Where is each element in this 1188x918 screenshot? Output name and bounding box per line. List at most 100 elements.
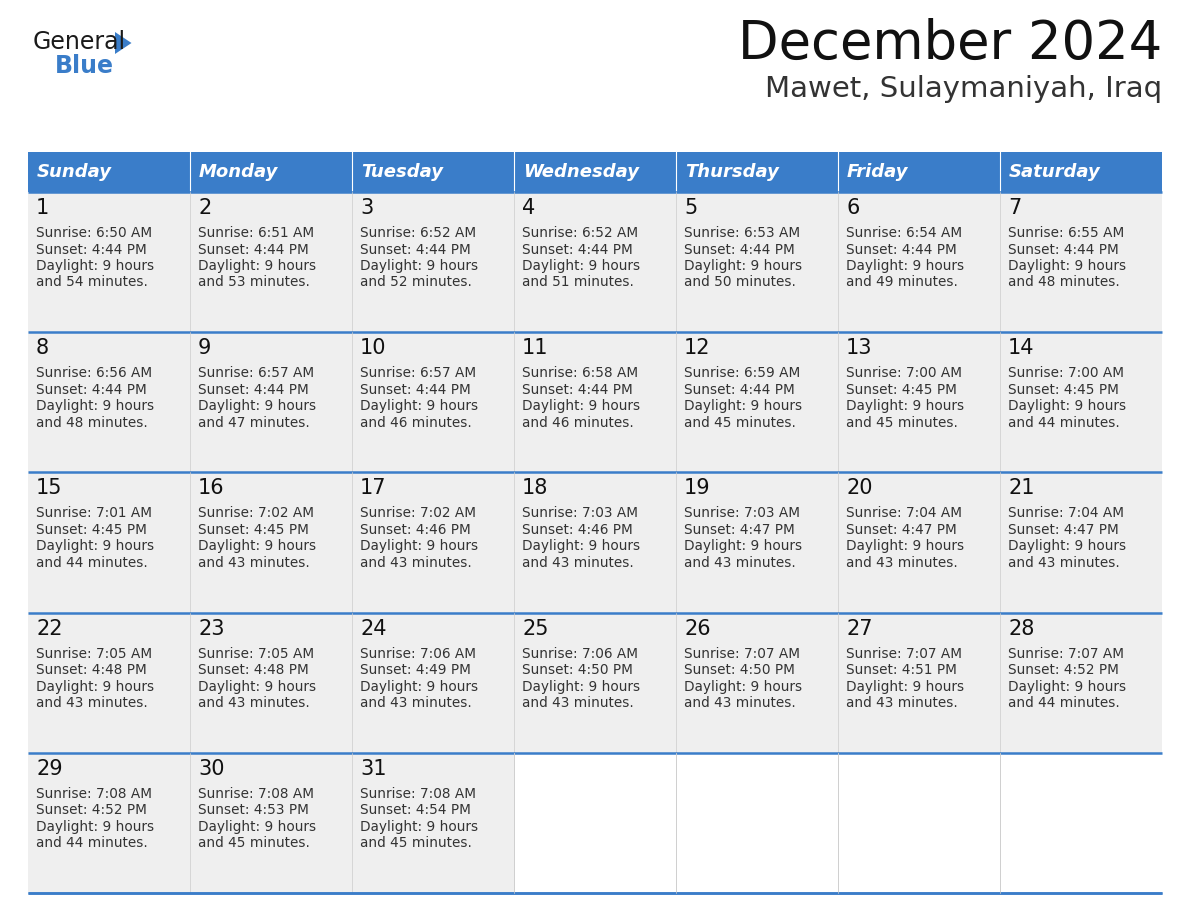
- Text: Sunset: 4:48 PM: Sunset: 4:48 PM: [36, 663, 147, 677]
- Text: Daylight: 9 hours: Daylight: 9 hours: [1007, 540, 1126, 554]
- Text: 12: 12: [684, 338, 710, 358]
- Text: Sunrise: 6:57 AM: Sunrise: 6:57 AM: [198, 366, 314, 380]
- Text: and 43 minutes.: and 43 minutes.: [36, 696, 147, 711]
- Bar: [29, 332, 190, 473]
- Text: 10: 10: [360, 338, 386, 358]
- Text: 17: 17: [360, 478, 386, 498]
- Text: and 45 minutes.: and 45 minutes.: [846, 416, 958, 430]
- Bar: [190, 473, 352, 612]
- Text: 19: 19: [684, 478, 710, 498]
- Text: 6: 6: [846, 198, 859, 218]
- Text: Sunrise: 7:04 AM: Sunrise: 7:04 AM: [1007, 507, 1124, 521]
- Bar: [352, 753, 514, 893]
- Text: Sunset: 4:47 PM: Sunset: 4:47 PM: [1007, 523, 1119, 537]
- Bar: [838, 753, 1000, 893]
- Text: Sunset: 4:45 PM: Sunset: 4:45 PM: [846, 383, 956, 397]
- Text: 31: 31: [360, 759, 386, 778]
- Text: and 48 minutes.: and 48 minutes.: [36, 416, 147, 430]
- Bar: [676, 332, 838, 473]
- Bar: [514, 473, 676, 612]
- Text: Sunrise: 7:07 AM: Sunrise: 7:07 AM: [1007, 646, 1124, 661]
- Text: and 44 minutes.: and 44 minutes.: [1007, 416, 1120, 430]
- Text: Daylight: 9 hours: Daylight: 9 hours: [198, 679, 316, 694]
- Text: Sunset: 4:44 PM: Sunset: 4:44 PM: [522, 383, 633, 397]
- Text: and 53 minutes.: and 53 minutes.: [198, 275, 310, 289]
- Bar: [29, 473, 190, 612]
- Text: Daylight: 9 hours: Daylight: 9 hours: [360, 820, 478, 834]
- Bar: [1000, 753, 1162, 893]
- Text: Sunset: 4:53 PM: Sunset: 4:53 PM: [198, 803, 309, 817]
- Text: Daylight: 9 hours: Daylight: 9 hours: [360, 540, 478, 554]
- Text: 23: 23: [198, 619, 225, 639]
- Bar: [676, 753, 838, 893]
- Text: Sunset: 4:49 PM: Sunset: 4:49 PM: [360, 663, 470, 677]
- Text: Sunset: 4:52 PM: Sunset: 4:52 PM: [1007, 663, 1119, 677]
- Text: Daylight: 9 hours: Daylight: 9 hours: [846, 399, 965, 413]
- Text: Sunrise: 6:51 AM: Sunrise: 6:51 AM: [198, 226, 314, 240]
- Text: Daylight: 9 hours: Daylight: 9 hours: [198, 540, 316, 554]
- Text: Saturday: Saturday: [1009, 163, 1101, 181]
- Bar: [514, 753, 676, 893]
- Text: Sunset: 4:44 PM: Sunset: 4:44 PM: [198, 242, 309, 256]
- Bar: [676, 612, 838, 753]
- Text: and 43 minutes.: and 43 minutes.: [846, 696, 958, 711]
- Text: Daylight: 9 hours: Daylight: 9 hours: [36, 820, 154, 834]
- Text: Sunrise: 7:03 AM: Sunrise: 7:03 AM: [684, 507, 800, 521]
- Text: Sunrise: 6:58 AM: Sunrise: 6:58 AM: [522, 366, 638, 380]
- Text: 7: 7: [1007, 198, 1022, 218]
- Text: and 45 minutes.: and 45 minutes.: [360, 836, 472, 850]
- Text: Sunrise: 7:08 AM: Sunrise: 7:08 AM: [360, 787, 476, 800]
- Text: 18: 18: [522, 478, 549, 498]
- Text: and 49 minutes.: and 49 minutes.: [846, 275, 958, 289]
- Bar: [514, 753, 676, 893]
- Bar: [1000, 192, 1162, 332]
- Bar: [676, 753, 838, 893]
- Text: 3: 3: [360, 198, 373, 218]
- Bar: [1000, 473, 1162, 612]
- Text: Daylight: 9 hours: Daylight: 9 hours: [360, 399, 478, 413]
- Text: Sunset: 4:46 PM: Sunset: 4:46 PM: [360, 523, 470, 537]
- Text: Daylight: 9 hours: Daylight: 9 hours: [36, 540, 154, 554]
- Text: Sunday: Sunday: [37, 163, 112, 181]
- Text: Sunset: 4:47 PM: Sunset: 4:47 PM: [846, 523, 956, 537]
- Text: and 43 minutes.: and 43 minutes.: [360, 696, 472, 711]
- Text: 9: 9: [198, 338, 211, 358]
- Text: 27: 27: [846, 619, 872, 639]
- Text: Daylight: 9 hours: Daylight: 9 hours: [522, 259, 640, 273]
- Text: Daylight: 9 hours: Daylight: 9 hours: [522, 399, 640, 413]
- Text: 25: 25: [522, 619, 549, 639]
- Text: and 44 minutes.: and 44 minutes.: [1007, 696, 1120, 711]
- Bar: [352, 473, 514, 612]
- Text: Sunset: 4:44 PM: Sunset: 4:44 PM: [1007, 242, 1119, 256]
- Text: Daylight: 9 hours: Daylight: 9 hours: [198, 259, 316, 273]
- Bar: [838, 753, 1000, 893]
- Text: and 51 minutes.: and 51 minutes.: [522, 275, 634, 289]
- Text: 2: 2: [198, 198, 211, 218]
- Text: 5: 5: [684, 198, 697, 218]
- Text: Sunset: 4:44 PM: Sunset: 4:44 PM: [36, 383, 147, 397]
- Text: Sunrise: 6:53 AM: Sunrise: 6:53 AM: [684, 226, 801, 240]
- Text: Wednesday: Wednesday: [523, 163, 639, 181]
- Bar: [838, 473, 1000, 612]
- Bar: [514, 612, 676, 753]
- Text: Sunset: 4:48 PM: Sunset: 4:48 PM: [198, 663, 309, 677]
- Text: Sunrise: 7:07 AM: Sunrise: 7:07 AM: [684, 646, 800, 661]
- Text: and 50 minutes.: and 50 minutes.: [684, 275, 796, 289]
- Text: Sunrise: 7:02 AM: Sunrise: 7:02 AM: [198, 507, 314, 521]
- Bar: [190, 612, 352, 753]
- Text: Sunset: 4:45 PM: Sunset: 4:45 PM: [198, 523, 309, 537]
- Text: Sunset: 4:54 PM: Sunset: 4:54 PM: [360, 803, 470, 817]
- Text: and 46 minutes.: and 46 minutes.: [522, 416, 633, 430]
- Bar: [514, 192, 676, 332]
- Text: and 48 minutes.: and 48 minutes.: [1007, 275, 1120, 289]
- Text: Daylight: 9 hours: Daylight: 9 hours: [684, 540, 802, 554]
- Text: December 2024: December 2024: [738, 18, 1162, 70]
- Text: 1: 1: [36, 198, 49, 218]
- Text: Sunset: 4:51 PM: Sunset: 4:51 PM: [846, 663, 956, 677]
- Text: Daylight: 9 hours: Daylight: 9 hours: [198, 399, 316, 413]
- Text: 20: 20: [846, 478, 872, 498]
- Text: Sunrise: 7:08 AM: Sunrise: 7:08 AM: [198, 787, 314, 800]
- Text: Friday: Friday: [847, 163, 909, 181]
- Text: Daylight: 9 hours: Daylight: 9 hours: [36, 399, 154, 413]
- Bar: [676, 192, 838, 332]
